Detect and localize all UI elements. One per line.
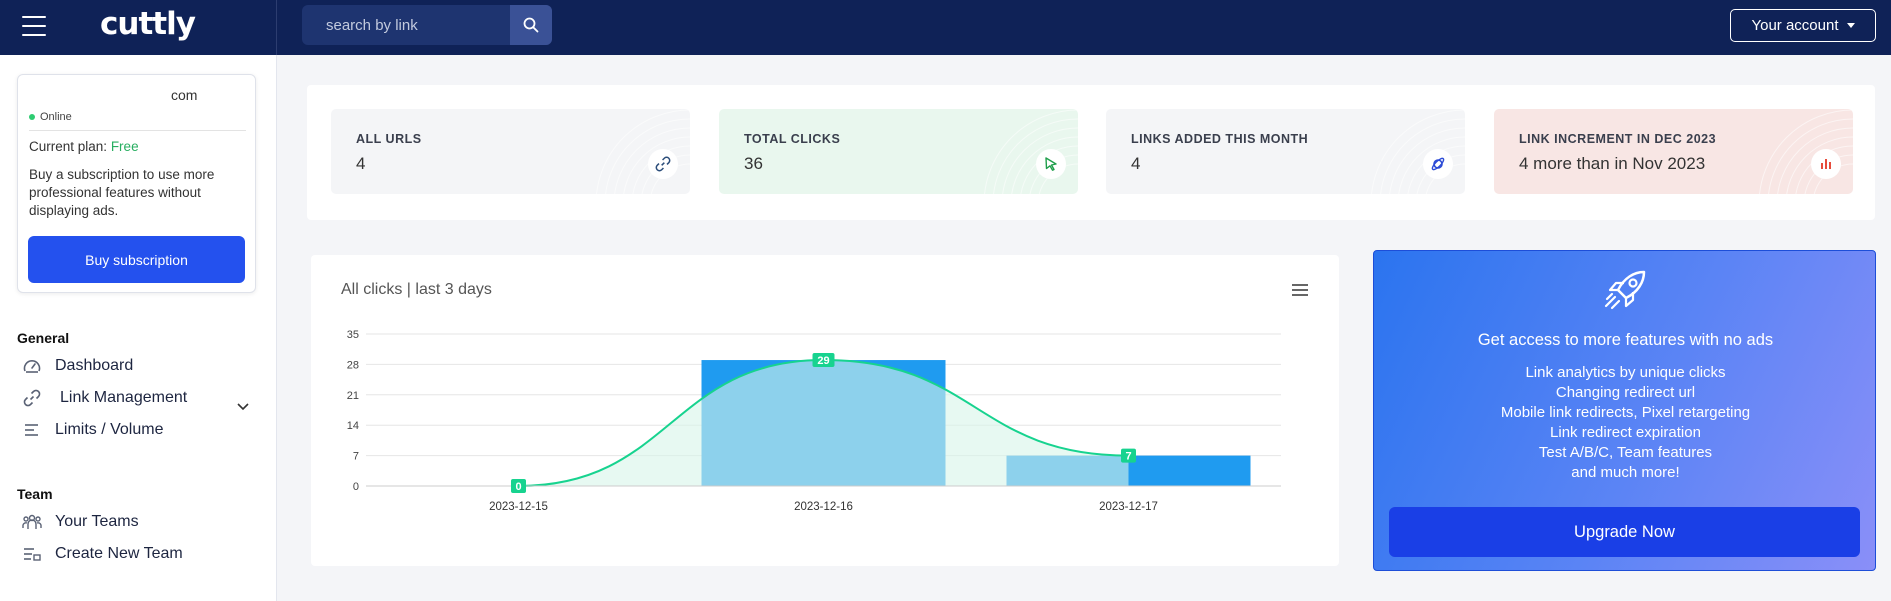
feature-item: Changing redirect url [1555,384,1696,401]
planet-icon [1423,149,1453,179]
search-input[interactable] [302,5,510,45]
divider [29,130,246,131]
x-tick-label: 2023-12-15 [489,501,548,513]
promo-text: Buy a subscription to use more professio… [29,167,215,218]
lines-icon [22,420,42,440]
card-decoration [1371,109,1465,194]
stat-label: TOTAL CLICKS [744,132,841,146]
data-label: 29 [817,355,829,367]
top-bar: cuttly Your account [0,0,1891,55]
stat-value: 4 [1131,154,1141,173]
y-tick-label: 0 [353,481,359,493]
feature-item: Link redirect expiration [1550,424,1701,441]
stat-card: TOTAL CLICKS 36 [719,109,1078,194]
rocket-icon [1604,270,1646,310]
section-team: Team [17,486,53,502]
caret-down-icon [1846,23,1855,28]
plan-value: Free [110,139,139,154]
nav-limits-volume[interactable]: Limits / Volume [22,420,163,440]
stat-label: LINK INCREMENT IN DEC 2023 [1519,132,1717,146]
clicks-chart: 0 7 14 21 28 35 0 29 7 2023-12-15 2023-12-16 2023-1… [347,329,1281,513]
gauge-icon [22,356,42,376]
online-label: Online [40,111,72,123]
card-decoration [1759,109,1853,194]
chevron-down-icon[interactable] [237,403,249,411]
data-label-badge [511,479,526,493]
current-plan: Current plan: Free [29,139,139,154]
chart-title: All clicks | last 3 days [341,281,492,298]
card-decoration [984,109,1078,194]
data-label-badge [1121,448,1136,463]
upgrade-card: Get access to more features with no ads … [1373,250,1876,571]
data-label: 0 [515,481,521,493]
y-tick-label: 21 [347,390,359,402]
stat-card: LINKS ADDED THIS MONTH 4 [1106,109,1465,194]
menu-icon[interactable] [22,16,46,36]
area-fill [518,360,1129,486]
stat-value: 36 [744,154,763,173]
buy-subscription-button[interactable]: Buy subscription [28,236,245,283]
x-tick-label: 2023-12-16 [794,501,853,513]
nav-create-new-team-label: Create New Team [55,545,183,562]
sidebar: com Online Current plan: Free Buy a subs… [0,55,277,601]
team-icon [22,512,42,532]
bar-chart-icon [1811,149,1841,179]
y-tick-label: 28 [347,359,359,371]
feature-item: and much more! [1571,464,1680,481]
nav-link-management[interactable]: Link Management [22,388,187,408]
account-dropdown[interactable]: Your account [1730,9,1876,42]
chart-card: All clicks | last 3 days 0 7 14 21 28 35 0 29 7 2… [311,255,1339,566]
online-status: Online [29,111,72,123]
user-card: com Online Current plan: Free Buy a subs… [17,74,256,293]
logo[interactable]: cuttly [100,6,196,42]
chart-menu-icon[interactable] [1292,284,1308,296]
stat-card: ALL URLS 4 [331,109,690,194]
search-icon [523,17,539,33]
search-box [302,5,552,45]
y-tick-label: 14 [347,420,359,432]
feature-item: Mobile link redirects, Pixel retargeting [1500,404,1751,421]
stat-label: LINKS ADDED THIS MONTH [1131,132,1309,146]
nav-link-management-label: Link Management [60,389,188,406]
nav-limits-volume-label: Limits / Volume [55,421,164,438]
account-label: Your account [1751,17,1839,34]
link-icon [22,388,42,408]
search-button[interactable] [510,5,552,45]
list-add-icon [22,544,42,564]
nav-your-teams[interactable]: Your Teams [22,512,139,532]
link-icon [648,149,678,179]
nav-your-teams-label: Your Teams [55,513,139,530]
user-email: com [171,87,198,103]
upgrade-features: Link analytics by unique clicks Changing… [1374,363,1877,483]
data-label-badge [812,353,835,368]
nav-dashboard-label: Dashboard [55,357,134,374]
nav-create-new-team[interactable]: Create New Team [22,544,183,564]
feature-item: Test A/B/C, Team features [1538,444,1713,461]
card-decoration [596,109,690,194]
stat-card: LINK INCREMENT IN DEC 2023 4 more than in… [1494,109,1853,194]
nav-dashboard[interactable]: Dashboard [22,356,133,376]
upgrade-headline: Get access to more features with no ads [1477,331,1774,349]
topbar-divider [276,0,277,55]
stat-value: 4 more than in Nov 2023 [1519,154,1706,173]
online-dot-icon [29,114,35,120]
y-tick-label: 7 [353,451,359,463]
x-tick-label: 2023-12-17 [1099,501,1158,513]
data-label: 7 [1125,451,1131,463]
upgrade-now-button[interactable]: Upgrade Now [1389,507,1860,557]
y-tick-label: 35 [347,329,359,341]
cursor-icon [1036,149,1066,179]
stat-label: ALL URLS [356,132,422,146]
section-general: General [17,330,70,346]
plan-label: Current plan: [29,139,108,154]
feature-item: Link analytics by unique clicks [1525,364,1726,381]
stat-value: 4 [356,154,366,173]
